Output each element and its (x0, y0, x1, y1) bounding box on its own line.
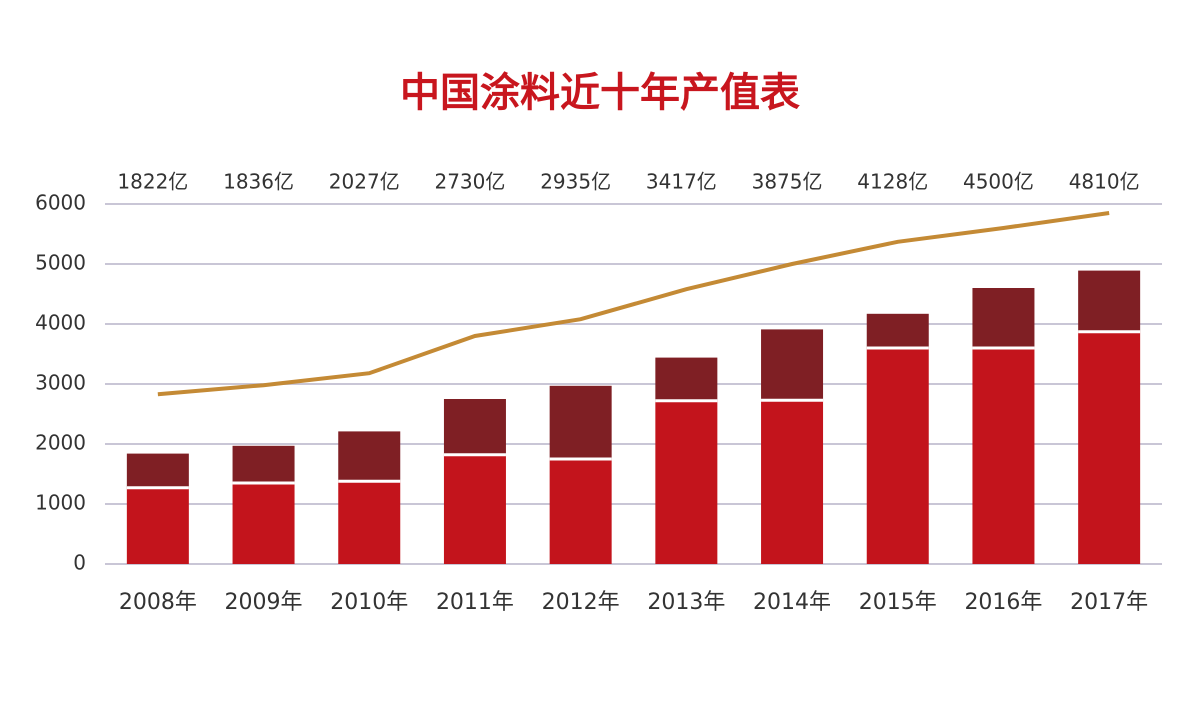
x-tick-label: 2008年 (119, 590, 197, 615)
bar (972, 348, 1035, 564)
top-label: 2027亿 (329, 170, 400, 194)
bar (443, 399, 506, 455)
x-tick-label: 2014年 (753, 590, 831, 615)
x-tick-label: 2012年 (542, 590, 620, 615)
top-label: 4810亿 (1069, 170, 1140, 194)
top-label: 1822亿 (117, 170, 188, 194)
bar (338, 431, 401, 482)
y-tick-label: 3000 (35, 371, 86, 395)
bar (232, 483, 295, 564)
x-tick-label: 2011年 (436, 590, 514, 615)
top-label: 2935亿 (540, 170, 611, 194)
y-tick-label: 2000 (35, 431, 86, 455)
bar (866, 313, 929, 348)
top-label: 4500亿 (963, 170, 1034, 194)
bar (655, 400, 718, 564)
line (157, 211, 1110, 397)
bar (126, 487, 189, 564)
top-label: 1836亿 (223, 170, 294, 194)
x-tick-label: 2016年 (964, 590, 1042, 615)
x-tick-label: 2013年 (647, 590, 725, 615)
bar (549, 385, 612, 459)
y-tick-label: 5000 (35, 251, 86, 275)
top-label: 3417亿 (646, 170, 717, 194)
y-tick-label: 1000 (35, 491, 86, 515)
x-tick-label: 2017年 (1070, 590, 1148, 615)
bar (655, 357, 718, 401)
bar (338, 481, 401, 564)
bar (232, 445, 295, 483)
bar (1078, 270, 1141, 332)
x-tick-label: 2015年 (859, 590, 937, 615)
top-label: 2730亿 (434, 170, 505, 194)
bar (972, 288, 1035, 348)
y-tick-label: 0 (73, 551, 86, 575)
bar (1078, 331, 1141, 564)
bar (761, 329, 824, 401)
top-label: 4128亿 (857, 170, 928, 194)
bar (443, 454, 506, 564)
bar (126, 453, 189, 488)
y-tick-label: 6000 (35, 191, 86, 215)
x-tick-label: 2009年 (225, 590, 303, 615)
bar (549, 459, 612, 564)
y-tick-label: 4000 (35, 311, 86, 335)
bar (761, 400, 824, 564)
x-tick-label: 2010年 (330, 590, 408, 615)
bar (866, 348, 929, 564)
chart-title: 中国涂料近十年产值表 (400, 70, 800, 116)
top-label: 3875亿 (752, 170, 823, 194)
